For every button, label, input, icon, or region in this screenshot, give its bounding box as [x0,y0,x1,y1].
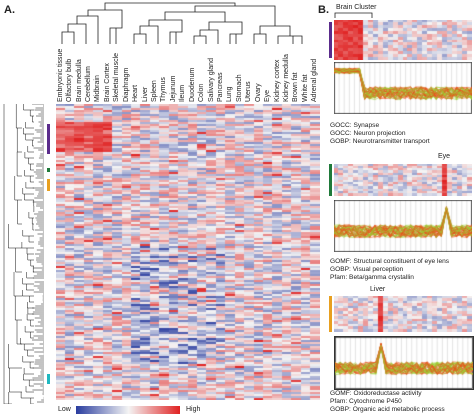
tissue-label: Brain medulla [75,59,83,102]
legend-low-label: Low [58,406,71,413]
tissue-label: Kidney medulla [283,54,290,102]
row-dendrogram [3,104,44,404]
tissue-label: Skeletal muscle [113,52,121,102]
brain-cluster-title: Brain Cluster [336,4,377,11]
tissue-label: Midbrain [94,75,102,102]
brain-mini-heatmap [334,20,472,60]
cluster-marker-brain [47,124,50,154]
eye-term-1: GOMF: Structural constituent of eye lens [330,258,450,265]
column-dendrogram [61,2,303,44]
liver-term-2: Pfam: Cytochrome P450 [330,398,402,405]
cluster-marker-eye [47,168,50,172]
liver-mini-heatmap [334,296,472,332]
cluster-marker-other [47,374,50,384]
eye-mini-heatmap [334,164,472,196]
brain-term-2: GOCC: Neuron projection [330,130,406,137]
legend-colorbar [76,406,180,414]
tissue-label: Jejunum [169,75,177,102]
liver-cluster-marker [329,296,332,332]
tissue-label: Duodenum [188,67,196,102]
brain-term-3: GOBP: Neurotransmitter transport [330,138,430,145]
legend-high-label: High [186,406,201,413]
eye-term-2: GOBP: Visual perception [330,266,404,273]
tissue-label: Brain Cortex [103,63,111,102]
tissue-label: Colon [198,83,206,102]
brain-term-1: GOCC: Synapse [330,122,380,129]
tissue-label: Thymus [160,77,168,102]
liver-profile-plot [334,336,474,390]
liver-cluster-title: Liver [370,286,386,293]
tissue-label: Liver [141,86,149,102]
tissue-label: Ovary [254,83,262,102]
tissue-label: Olfactory bulb [66,58,74,102]
tissue-label: Embryonic tissue [56,48,64,102]
tissue-label: Spleen [151,80,158,102]
panel-b-label: B. [318,4,329,16]
tissue-label: Diaphragm [122,67,130,102]
tissue-label: Uterus [245,81,253,102]
main-heatmap [56,104,320,400]
tissue-label: Kidney cortex [273,59,281,102]
liver-term-1: GOMF: Oxidoreductase activity [330,390,422,397]
cluster-marker-liver [47,179,50,191]
brain-cluster-bracket [334,12,373,18]
tissue-label: Adrenal gland [311,58,319,102]
tissue-label: Eye [264,89,272,102]
eye-cluster-marker [329,164,332,196]
tissue-label: Ileum [179,84,187,102]
tissue-label: Stomach [235,74,243,102]
panel-a-label: A. [4,4,15,16]
eye-cluster-title: Eye [438,153,451,160]
brain-profile-plot [334,62,472,114]
brain-cluster-marker [329,22,332,58]
tissue-label: Heart [132,84,140,102]
tissue-label: Brown fat [292,72,300,102]
tissue-label: Salivary gland [207,58,215,102]
tissue-label: Pancreas [217,72,224,102]
tissue-label: Lung [226,86,234,102]
eye-profile-plot [334,200,472,252]
eye-term-3: Pfam: Beta/gamma crystallin [330,274,414,281]
tissue-label: White fat [301,74,309,102]
liver-term-3: GOBP: Organic acid metabolic process [330,406,445,413]
tissue-label: Cerebellum [85,66,92,102]
